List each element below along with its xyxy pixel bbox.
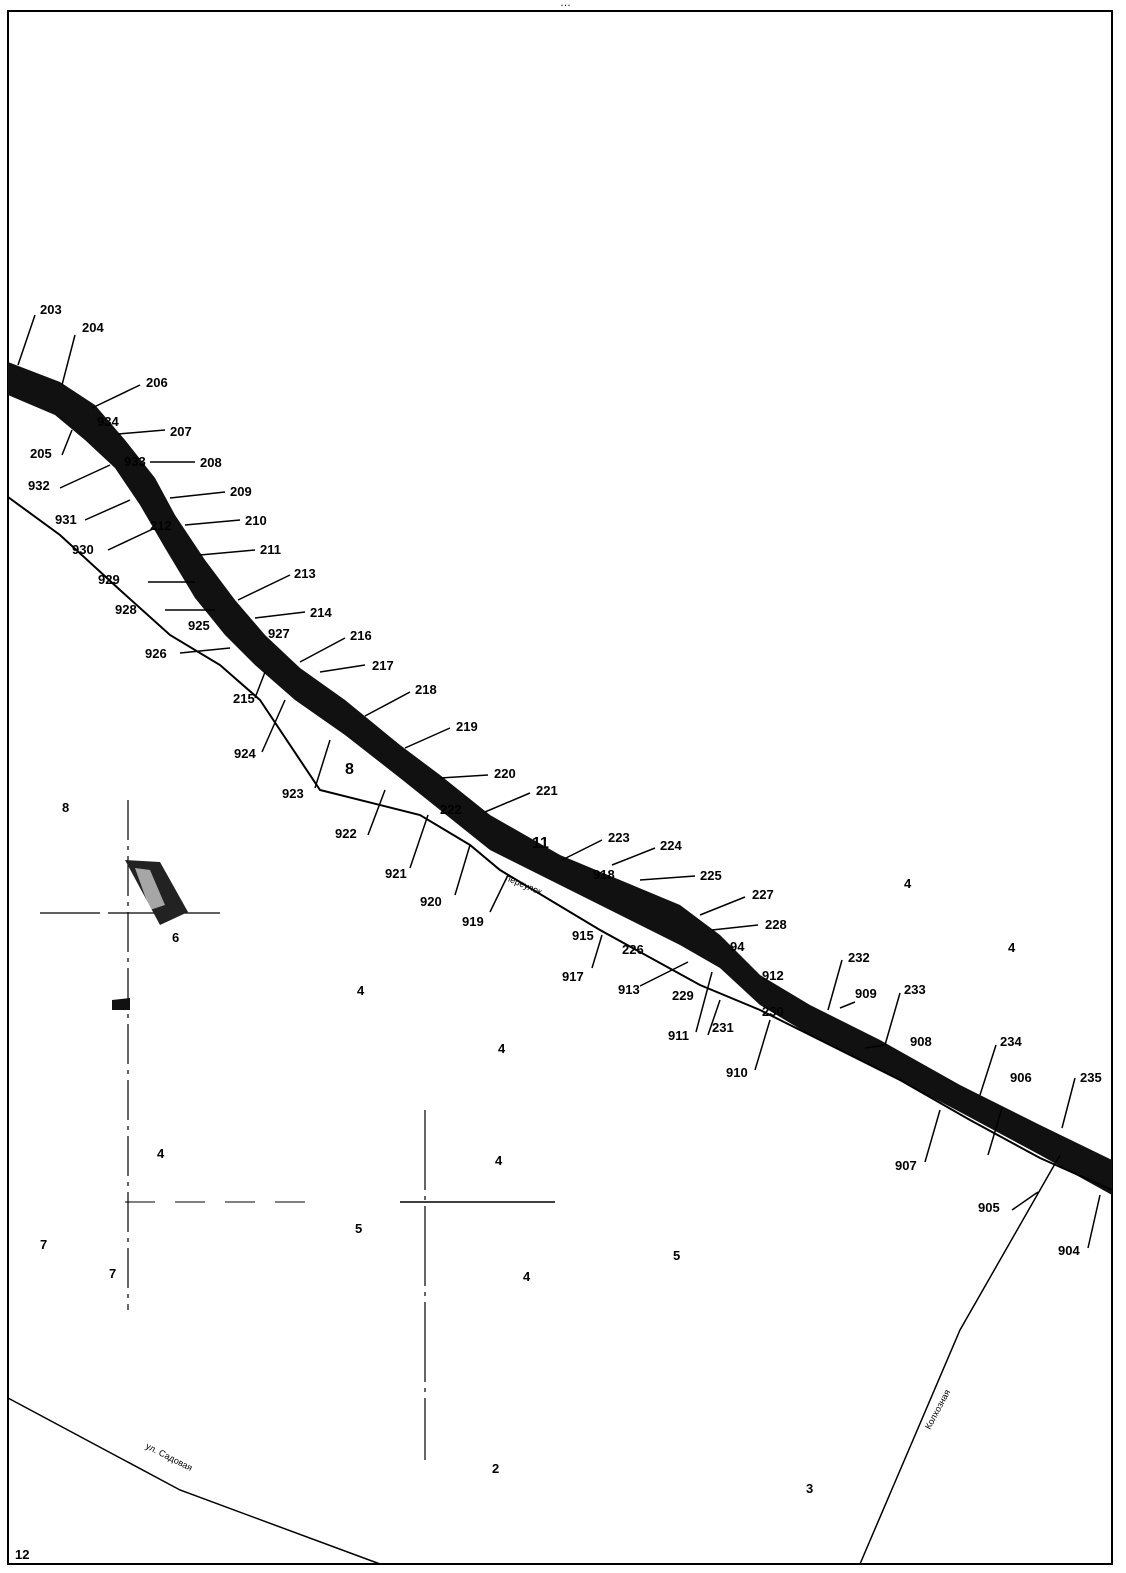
label-925: 925 xyxy=(188,618,210,633)
plot-4-c: 4 xyxy=(357,983,365,998)
label-213: 213 xyxy=(294,566,316,581)
label-229: 229 xyxy=(672,988,694,1003)
label-209: 209 xyxy=(230,484,252,499)
label-216: 216 xyxy=(350,628,372,643)
label-909: 909 xyxy=(855,986,877,1001)
map-frame xyxy=(7,10,1113,1565)
plot-12: 3 xyxy=(806,1481,813,1496)
plot-4-a: 4 xyxy=(904,876,912,891)
plot-4-d: 4 xyxy=(498,1041,506,1056)
label-230: 230 xyxy=(762,1004,784,1019)
plot-8-corner: 12 xyxy=(15,1547,29,1562)
label-219: 219 xyxy=(456,719,478,734)
label-929: 929 xyxy=(98,572,120,587)
plot-4-b: 4 xyxy=(1008,940,1016,955)
plot-3: 2 xyxy=(492,1461,499,1476)
label-94: 94 xyxy=(730,939,745,954)
label-231: 231 xyxy=(712,1020,734,1035)
label-218: 218 xyxy=(415,682,437,697)
street-label-left: ул. Садовая xyxy=(144,1441,194,1473)
label-217: 217 xyxy=(372,658,394,673)
label-910: 910 xyxy=(726,1065,748,1080)
label-912: 912 xyxy=(762,968,784,983)
label-928: 928 xyxy=(115,602,137,617)
label-212: 212 xyxy=(150,518,172,533)
label-922: 922 xyxy=(335,826,357,841)
label-205: 205 xyxy=(30,446,52,461)
label-917: 917 xyxy=(562,969,584,984)
plot-7-a: 4 xyxy=(157,1146,165,1161)
label-234: 234 xyxy=(1000,1034,1022,1049)
label-906: 906 xyxy=(1010,1070,1032,1085)
label-227: 227 xyxy=(752,887,774,902)
plot-4-e: 4 xyxy=(495,1153,503,1168)
boundary-line xyxy=(7,496,1113,1191)
road-edge-left xyxy=(7,1397,381,1565)
plot-26: 11 xyxy=(532,835,549,852)
plot-8: 8 xyxy=(62,800,69,815)
road-edge-right xyxy=(859,1154,1061,1565)
label-226: 226 xyxy=(622,942,644,957)
label-221: 221 xyxy=(536,783,558,798)
label-235: 235 xyxy=(1080,1070,1102,1085)
label-214: 214 xyxy=(310,605,332,620)
small-object xyxy=(112,998,130,1010)
label-908: 908 xyxy=(910,1034,932,1049)
label-204: 204 xyxy=(82,320,104,335)
label-911: 911 xyxy=(668,1028,689,1043)
label-924: 924 xyxy=(234,746,256,761)
label-919: 919 xyxy=(462,914,484,929)
label-904: 904 xyxy=(1058,1243,1080,1258)
street-labels: Колхозная ул. Садовая переулок xyxy=(144,873,952,1473)
label-913: 913 xyxy=(618,982,640,997)
leader-lines xyxy=(17,314,1101,1249)
label-926: 926 xyxy=(145,646,167,661)
label-918: 918 xyxy=(593,867,615,882)
label-223: 223 xyxy=(608,830,630,845)
street-label-band: переулок xyxy=(504,873,543,897)
plot-7-b: 7 xyxy=(40,1237,47,1252)
label-920: 920 xyxy=(420,894,442,909)
plot-2: 5 xyxy=(673,1248,680,1263)
plot-11: 8 xyxy=(345,761,354,778)
label-932: 932 xyxy=(28,478,50,493)
label-931: 931 xyxy=(55,512,77,527)
label-232: 232 xyxy=(848,950,870,965)
label-203: 203 xyxy=(40,302,62,317)
label-915: 915 xyxy=(572,928,594,943)
point-labels: 203 204 205 206 207 208 209 210 211 212 … xyxy=(28,302,1102,1258)
label-224: 224 xyxy=(660,838,682,853)
plot-5-b: 5 xyxy=(355,1221,362,1236)
label-222: 222 xyxy=(440,802,462,817)
label-233: 233 xyxy=(904,982,926,997)
plot-5-a: 7 xyxy=(109,1266,116,1281)
label-206: 206 xyxy=(146,375,168,390)
label-220: 220 xyxy=(494,766,516,781)
label-907: 907 xyxy=(895,1158,917,1173)
plot-4-f: 4 xyxy=(523,1269,531,1284)
label-211: 211 xyxy=(260,542,281,557)
top-caption: … xyxy=(560,0,571,9)
plot-6: 6 xyxy=(172,930,179,945)
label-215: 215 xyxy=(233,691,255,706)
label-927: 927 xyxy=(268,626,290,641)
label-933: 933 xyxy=(124,454,146,469)
label-921: 921 xyxy=(385,866,407,881)
street-label-right: Колхозная xyxy=(923,1388,952,1431)
label-923: 923 xyxy=(282,786,304,801)
label-208: 208 xyxy=(200,455,222,470)
building-inner xyxy=(135,868,165,910)
label-905: 905 xyxy=(978,1200,1000,1215)
dark-road-band xyxy=(8,362,1112,1195)
label-934: 934 xyxy=(97,414,119,429)
label-225: 225 xyxy=(700,868,722,883)
plot-numbers: 8 6 4 4 4 4 4 4 4 7 7 5 5 2 3 12 8 11 xyxy=(15,761,1016,1562)
label-228: 228 xyxy=(765,917,787,932)
label-207: 207 xyxy=(170,424,192,439)
label-930: 930 xyxy=(72,542,94,557)
label-210: 210 xyxy=(245,513,267,528)
